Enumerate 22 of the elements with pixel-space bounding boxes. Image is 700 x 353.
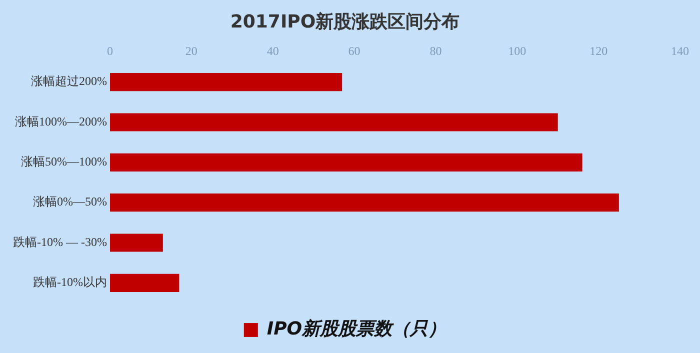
x-tick-label: 20 [185, 44, 198, 58]
y-tick-label: 跌幅-10% — -30% [13, 234, 107, 249]
x-tick-label: 80 [430, 44, 442, 58]
bar [110, 234, 163, 252]
x-tick-label: 0 [106, 44, 113, 58]
y-tick-label: 涨幅超过200% [30, 74, 107, 88]
bar [110, 274, 180, 292]
y-tick-label: 涨幅100%—200% [14, 114, 107, 128]
y-tick-label: 涨幅50%—100% [20, 154, 107, 169]
bar [110, 153, 582, 172]
x-tick-label: 120 [590, 44, 608, 58]
bar [110, 113, 558, 132]
x-tick-label: 100 [508, 44, 526, 58]
y-tick-label: 跌幅-10%以内 [32, 275, 107, 290]
chart-title: 2017IPO新股涨跌区间分布 [230, 11, 460, 32]
bar [110, 194, 619, 212]
x-tick-label: 140 [671, 44, 689, 58]
bar [110, 73, 342, 92]
y-tick-label: 涨幅0%—50% [32, 194, 107, 209]
x-tick-label: 60 [348, 44, 360, 58]
x-tick-label: 40 [266, 44, 279, 58]
legend-label: IPO新股股票数（只） [266, 318, 446, 340]
